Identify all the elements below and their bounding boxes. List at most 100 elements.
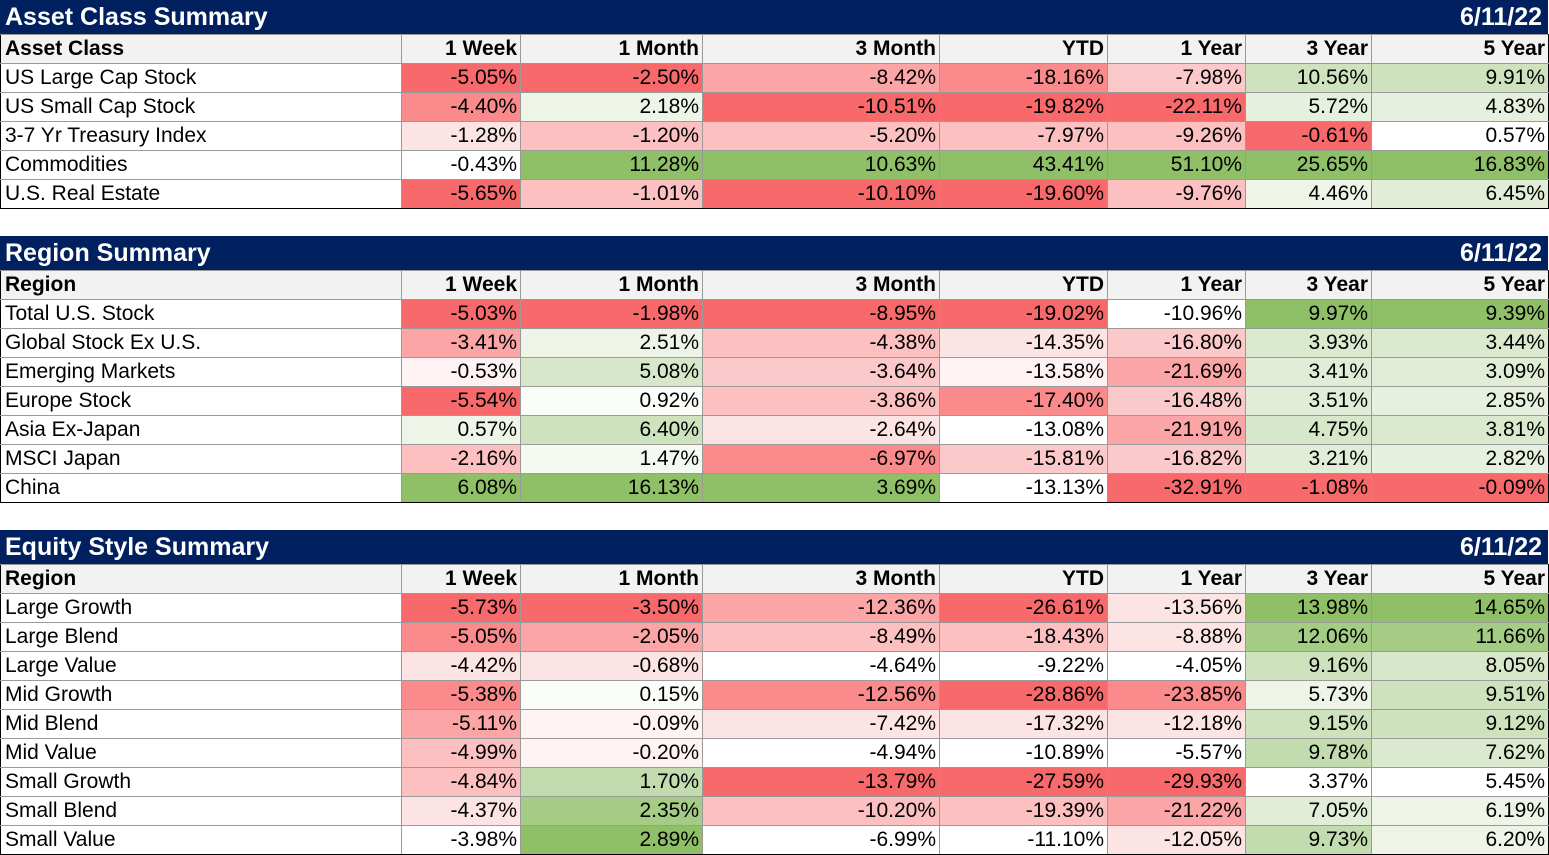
column-header: 1 Week <box>401 270 521 300</box>
return-cell: -19.82% <box>939 92 1108 122</box>
return-cell: 1.47% <box>520 444 703 474</box>
return-cell: -6.99% <box>702 825 940 855</box>
table-row: Commodities -0.43% 11.28% 10.63% 43.41% 51.10… <box>0 150 1549 180</box>
table-row: US Small Cap Stock -4.40% 2.18% -10.51% -19.… <box>0 92 1549 122</box>
return-cell: -10.20% <box>702 796 940 826</box>
return-cell: -8.49% <box>702 622 940 652</box>
table-row: U.S. Real Estate -5.65% -1.01% -10.10% -19.6… <box>0 179 1549 209</box>
return-cell: -0.43% <box>401 150 521 180</box>
return-cell: -16.80% <box>1107 328 1246 358</box>
row-label: Europe Stock <box>0 386 402 416</box>
asset-class-table: Asset Class 1 Week 1 Month 3 Month YTD 1 Year… <box>0 34 1549 209</box>
table-row: US Large Cap Stock -5.05% -2.50% -8.42% -18.… <box>0 63 1549 93</box>
table-row: Mid Blend -5.11% -0.09% -7.42% -17.32% -12.18… <box>0 709 1549 739</box>
return-cell: 3.51% <box>1245 386 1372 416</box>
return-cell: 9.97% <box>1245 299 1372 329</box>
section-title: Equity Style Summary <box>5 533 269 561</box>
return-cell: -4.05% <box>1107 651 1246 681</box>
return-cell: 3.81% <box>1371 415 1549 445</box>
return-cell: -28.86% <box>939 680 1108 710</box>
row-label: Mid Growth <box>0 680 402 710</box>
return-cell: 11.66% <box>1371 622 1549 652</box>
column-header: 3 Year <box>1245 564 1372 594</box>
return-cell: -5.38% <box>401 680 521 710</box>
return-cell: -1.20% <box>520 121 703 151</box>
return-cell: 11.28% <box>520 150 703 180</box>
return-cell: -16.82% <box>1107 444 1246 474</box>
return-cell: -21.91% <box>1107 415 1246 445</box>
row-label: Small Blend <box>0 796 402 826</box>
return-cell: 9.73% <box>1245 825 1372 855</box>
return-cell: -32.91% <box>1107 473 1246 503</box>
table-row: Emerging Markets -0.53% 5.08% -3.64% -13.58%… <box>0 357 1549 387</box>
return-cell: -4.40% <box>401 92 521 122</box>
return-cell: -13.79% <box>702 767 940 797</box>
table-row: Large Blend -5.05% -2.05% -8.49% -18.43% -8.8… <box>0 622 1549 652</box>
table-row: Mid Value -4.99% -0.20% -4.94% -10.89% -5.57%… <box>0 738 1549 768</box>
return-cell: -4.99% <box>401 738 521 768</box>
return-cell: -1.01% <box>520 179 703 209</box>
row-label: Small Value <box>0 825 402 855</box>
return-cell: -9.76% <box>1107 179 1246 209</box>
row-label: Small Growth <box>0 767 402 797</box>
return-cell: -3.98% <box>401 825 521 855</box>
return-cell: 2.35% <box>520 796 703 826</box>
return-cell: -0.68% <box>520 651 703 681</box>
return-cell: -7.42% <box>702 709 940 739</box>
return-cell: 4.46% <box>1245 179 1372 209</box>
column-header: 5 Year <box>1371 270 1549 300</box>
return-cell: -19.60% <box>939 179 1108 209</box>
return-cell: -4.64% <box>702 651 940 681</box>
row-label: US Small Cap Stock <box>0 92 402 122</box>
return-cell: -21.69% <box>1107 357 1246 387</box>
asset-class-summary-section: Asset Class Summary 6/11/22 Asset Class 1… <box>0 0 1549 209</box>
return-cell: -0.20% <box>520 738 703 768</box>
return-cell: -23.85% <box>1107 680 1246 710</box>
return-cell: -4.42% <box>401 651 521 681</box>
return-cell: 0.57% <box>401 415 521 445</box>
section-title: Region Summary <box>5 239 211 267</box>
return-cell: 7.62% <box>1371 738 1549 768</box>
return-cell: 8.05% <box>1371 651 1549 681</box>
column-header: 1 Week <box>401 564 521 594</box>
return-cell: 5.45% <box>1371 767 1549 797</box>
return-cell: -16.48% <box>1107 386 1246 416</box>
table-row: Small Growth -4.84% 1.70% -13.79% -27.59% -29… <box>0 767 1549 797</box>
return-cell: -19.39% <box>939 796 1108 826</box>
table-header-row: Asset Class 1 Week 1 Month 3 Month YTD 1 Year… <box>0 34 1549 64</box>
return-cell: 43.41% <box>939 150 1108 180</box>
section-date: 6/11/22 <box>1459 239 1542 267</box>
return-cell: 0.92% <box>520 386 703 416</box>
table-row: Global Stock Ex U.S. -3.41% 2.51% -4.38% -14… <box>0 328 1549 358</box>
return-cell: 2.18% <box>520 92 703 122</box>
return-cell: 6.20% <box>1371 825 1549 855</box>
return-cell: -5.65% <box>401 179 521 209</box>
section-date: 6/11/22 <box>1459 3 1542 31</box>
column-header: 1 Week <box>401 34 521 64</box>
row-label: Large Growth <box>0 593 402 623</box>
column-header: 3 Year <box>1245 34 1372 64</box>
table-row: Small Blend -4.37% 2.35% -10.20% -19.39% -21.… <box>0 796 1549 826</box>
return-cell: -17.40% <box>939 386 1108 416</box>
return-cell: -5.54% <box>401 386 521 416</box>
return-cell: 25.65% <box>1245 150 1372 180</box>
return-cell: -26.61% <box>939 593 1108 623</box>
table-row: China 6.08% 16.13% 3.69% -13.13% -32.91% -1.08… <box>0 473 1549 503</box>
return-cell: -2.16% <box>401 444 521 474</box>
return-cell: -10.10% <box>702 179 940 209</box>
return-cell: 2.51% <box>520 328 703 358</box>
column-header: 1 Year <box>1107 564 1246 594</box>
return-cell: 6.45% <box>1371 179 1549 209</box>
return-cell: -12.18% <box>1107 709 1246 739</box>
row-label: Mid Value <box>0 738 402 768</box>
return-cell: -2.05% <box>520 622 703 652</box>
table-row: Total U.S. Stock -5.03% -1.98% -8.95% -19.02… <box>0 299 1549 329</box>
region-table: Region 1 Week 1 Month 3 Month YTD 1 Year 3 Yea… <box>0 270 1549 503</box>
return-cell: -13.08% <box>939 415 1108 445</box>
table-row: Mid Growth -5.38% 0.15% -12.56% -28.86% -23.8… <box>0 680 1549 710</box>
row-label: Emerging Markets <box>0 357 402 387</box>
column-header-label: Region <box>0 270 402 300</box>
column-header: 1 Month <box>520 564 703 594</box>
return-cell: -21.22% <box>1107 796 1246 826</box>
return-cell: 9.12% <box>1371 709 1549 739</box>
